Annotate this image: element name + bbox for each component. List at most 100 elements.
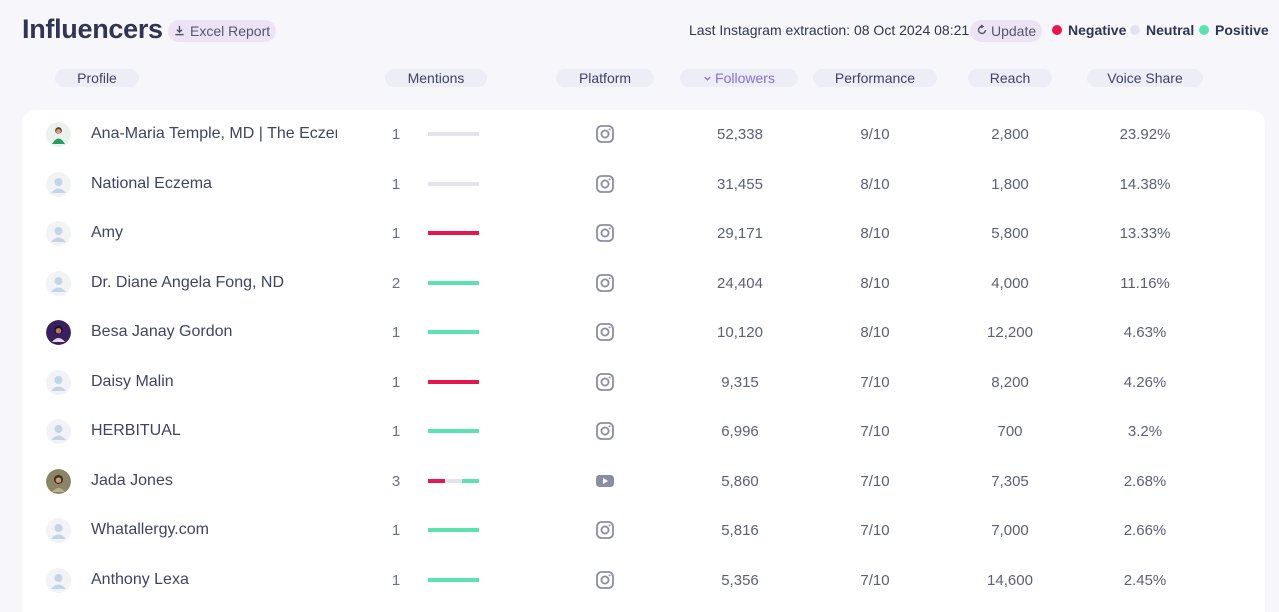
sentiment-positive-segment (428, 429, 479, 433)
neutral-dot (1130, 25, 1140, 35)
mentions-count: 2 (391, 274, 401, 292)
reach-value: 7,305 (991, 472, 1029, 490)
sentiment-neutral-segment (428, 181, 479, 186)
mentions-count: 1 (391, 225, 401, 242)
column-header-mentions[interactable]: Mentions (385, 69, 487, 87)
table-row[interactable]: Daisy Malin 1 9,315 7/10 8,200 4.26% (22, 358, 1265, 408)
mentions-count: 1 (391, 423, 401, 440)
avatar[interactable] (46, 270, 71, 296)
profile-name[interactable]: Besa Janay Gordon (91, 323, 233, 340)
column-header-profile[interactable]: Profile (55, 69, 139, 87)
sentiment-bar (428, 379, 479, 384)
sentiment-positive-segment (428, 330, 479, 334)
profile-name[interactable]: Amy (91, 224, 123, 241)
instagram-icon[interactable] (595, 223, 615, 243)
sentiment-bar (428, 528, 479, 532)
sentiment-bar (428, 132, 479, 136)
mentions-count: 1 (391, 175, 401, 193)
table-row[interactable]: Whatallergy.com 1 5,816 7/10 7,000 2.66% (22, 506, 1265, 556)
voice-share-value: 2.68% (1123, 472, 1167, 490)
profile-name[interactable]: Jada Jones (91, 471, 173, 489)
instagram-icon[interactable] (595, 124, 615, 144)
table-row[interactable]: HERBITUAL 1 6,996 7/10 700 3.2% (22, 407, 1265, 457)
avatar[interactable] (46, 171, 71, 197)
update-label: Update (991, 23, 1037, 39)
column-header-followers-label: Followers (715, 70, 775, 86)
instagram-icon[interactable] (595, 372, 615, 392)
excel-report-label: Excel Report (190, 23, 271, 39)
mentions-count: 1 (391, 571, 401, 589)
update-button[interactable]: Update (970, 20, 1043, 42)
mentions-count: 1 (391, 126, 401, 143)
extraction-timestamp: Last Instagram extraction: 08 Oct 2024 0… (689, 22, 970, 38)
avatar[interactable] (46, 468, 71, 494)
profile-name[interactable]: Ana-Maria Temple, MD | The Eczema (91, 125, 337, 142)
profile-name[interactable]: National Eczema (91, 174, 212, 192)
voice-share-value: 4.26% (1123, 373, 1167, 391)
table-row[interactable]: Ana-Maria Temple, MD | The Eczema 1 52,3… (22, 110, 1265, 160)
profile-name[interactable]: Daisy Malin (91, 372, 174, 390)
sentiment-negative-segment (428, 478, 445, 483)
sentiment-bar (428, 478, 479, 483)
table-row[interactable]: Jada Jones 3 5,860 7/10 7,305 2.68% (22, 457, 1265, 507)
positive-dot (1199, 25, 1209, 35)
instagram-icon[interactable] (595, 322, 615, 342)
voice-share-value: 14.38% (1119, 175, 1171, 193)
avatar[interactable] (46, 518, 71, 543)
instagram-icon[interactable] (595, 520, 615, 540)
performance-value: 7/10 (860, 571, 890, 589)
sentiment-neutral-segment (428, 132, 479, 136)
sentiment-positive-segment (461, 478, 479, 483)
excel-report-button[interactable]: Excel Report (168, 20, 277, 42)
instagram-icon[interactable] (595, 570, 615, 590)
avatar[interactable] (46, 122, 71, 147)
sentiment-bar (428, 231, 479, 235)
column-header-performance[interactable]: Performance (813, 69, 937, 87)
legend-positive-label: Positive (1215, 22, 1269, 38)
profile-name[interactable]: HERBITUAL (91, 422, 181, 439)
instagram-icon[interactable] (595, 174, 615, 194)
table-row[interactable]: Dr. Diane Angela Fong, ND 2 24,404 8/10 … (22, 259, 1265, 309)
sentiment-positive-segment (428, 280, 479, 285)
instagram-icon[interactable] (595, 421, 615, 441)
refresh-icon (976, 23, 988, 39)
performance-value: 8/10 (860, 324, 890, 341)
table-row[interactable]: Amy 1 29,171 8/10 5,800 13.33% (22, 209, 1265, 259)
column-header-voice-share[interactable]: Voice Share (1087, 69, 1203, 87)
performance-value: 8/10 (860, 225, 890, 242)
avatar[interactable] (46, 567, 71, 593)
profile-name[interactable]: Dr. Diane Angela Fong, ND (91, 273, 284, 291)
reach-value: 1,800 (991, 175, 1029, 193)
sentiment-bar (428, 577, 479, 582)
column-header-reach[interactable]: Reach (968, 69, 1052, 87)
legend-positive: Positive (1199, 22, 1269, 38)
sentiment-positive-segment (428, 577, 479, 582)
instagram-icon[interactable] (595, 273, 615, 293)
performance-value: 7/10 (860, 423, 890, 440)
followers-value: 5,860 (721, 472, 759, 490)
voice-share-value: 3.2% (1127, 423, 1163, 440)
legend-negative: Negative (1052, 22, 1126, 38)
mentions-count: 1 (391, 373, 401, 391)
avatar[interactable] (46, 419, 71, 444)
voice-share-value: 13.33% (1119, 225, 1171, 242)
reach-value: 12,200 (987, 324, 1033, 341)
profile-name[interactable]: Whatallergy.com (91, 521, 209, 538)
column-header-followers[interactable]: Followers (680, 69, 798, 87)
sentiment-negative-segment (428, 379, 479, 384)
youtube-icon[interactable] (595, 471, 615, 491)
sentiment-bar (428, 181, 479, 186)
table-row[interactable]: National Eczema 1 31,455 8/10 1,800 14.3… (22, 160, 1265, 210)
sentiment-bar (428, 280, 479, 285)
sentiment-neutral-segment (444, 478, 462, 483)
avatar[interactable] (46, 221, 71, 246)
influencers-table: Ana-Maria Temple, MD | The Eczema 1 52,3… (22, 110, 1265, 612)
profile-name[interactable]: Anthony Lexa (91, 570, 189, 588)
followers-value: 10,120 (717, 324, 763, 341)
sentiment-negative-segment (428, 231, 479, 235)
column-header-platform[interactable]: Platform (556, 69, 654, 87)
avatar[interactable] (46, 320, 71, 345)
table-row[interactable]: Anthony Lexa 1 5,356 7/10 14,600 2.45% (22, 556, 1265, 606)
avatar[interactable] (46, 369, 71, 395)
table-row[interactable]: Besa Janay Gordon 1 10,120 8/10 12,200 4… (22, 308, 1265, 358)
